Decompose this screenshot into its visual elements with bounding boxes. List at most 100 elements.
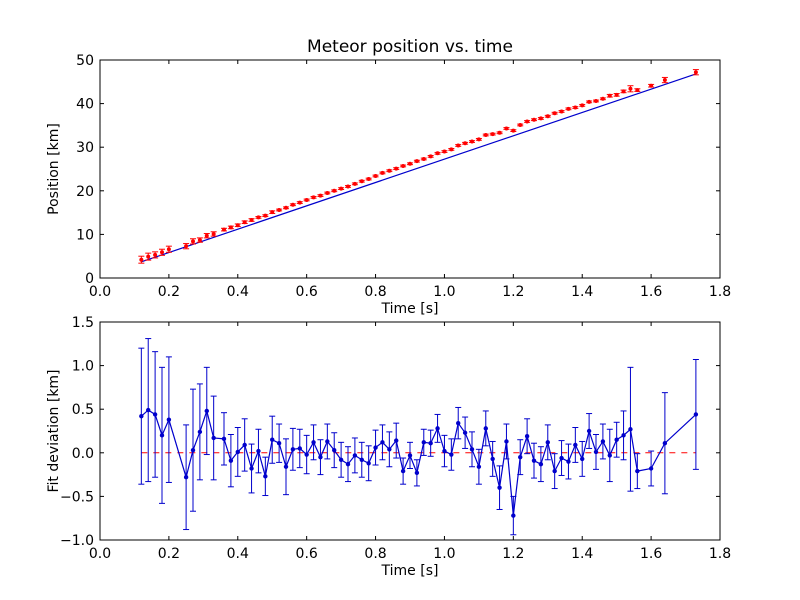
data-point (421, 156, 426, 161)
data-point (394, 438, 399, 443)
data-point (211, 231, 216, 236)
data-point (325, 190, 330, 195)
data-point (311, 195, 316, 200)
data-point (504, 126, 509, 131)
data-point (462, 430, 468, 435)
data-point (442, 149, 447, 154)
data-point (304, 197, 309, 202)
data-point (235, 223, 240, 228)
deviation-x-ticks: 0.0 0.2 0.4 0.6 0.8 1.0 1.2 1.4 1.6 1.8 (89, 322, 731, 562)
data-point (693, 70, 698, 75)
data-point (152, 412, 158, 417)
data-point (387, 447, 392, 452)
data-point (532, 117, 536, 122)
data-point (566, 459, 571, 464)
data-point (318, 193, 323, 198)
y-tick-label: 50 (76, 53, 94, 69)
data-point (552, 111, 557, 116)
data-point (380, 170, 385, 175)
data-point (518, 122, 523, 127)
data-point (242, 442, 247, 448)
deviation-x-axis-label: Time [s] (381, 563, 439, 579)
data-point (366, 461, 371, 466)
data-point (469, 447, 475, 452)
data-point (490, 456, 495, 462)
data-point (428, 441, 433, 446)
data-point (456, 143, 461, 148)
data-point (394, 166, 399, 171)
data-point (297, 446, 302, 451)
data-point (387, 168, 392, 173)
data-point (166, 247, 171, 252)
data-point (235, 449, 240, 455)
data-point (197, 238, 202, 243)
data-point (290, 202, 295, 207)
data-point (277, 207, 282, 212)
deviation-marks (138, 338, 699, 536)
data-point (373, 445, 378, 450)
y-tick-label: 1.0 (72, 359, 94, 375)
data-point (338, 457, 344, 462)
data-point (159, 433, 165, 438)
data-point (621, 89, 626, 94)
data-point (511, 128, 516, 133)
data-point (352, 181, 357, 186)
data-point (197, 429, 203, 435)
data-point (270, 210, 275, 215)
data-point (573, 442, 578, 448)
x-tick-label: 1.0 (433, 546, 455, 562)
x-tick-label: 1.2 (502, 284, 524, 300)
data-point (359, 179, 364, 184)
data-point (332, 188, 337, 193)
data-point (414, 470, 420, 476)
data-point (545, 440, 550, 445)
data-point (204, 408, 209, 414)
data-point (614, 92, 619, 97)
data-point (222, 227, 226, 232)
x-tick-label: 1.4 (571, 284, 593, 300)
x-tick-label: 0.0 (89, 284, 111, 300)
data-point (538, 461, 544, 467)
data-point (662, 441, 668, 446)
x-tick-label: 0.8 (364, 546, 386, 562)
data-point (373, 173, 378, 178)
data-point (504, 439, 509, 444)
data-point (352, 453, 358, 458)
data-point (449, 147, 454, 152)
data-point (366, 177, 371, 182)
data-point (339, 186, 344, 191)
x-tick-label: 1.2 (502, 546, 524, 562)
position-marks (138, 69, 699, 264)
x-tick-label: 1.8 (709, 546, 731, 562)
y-tick-label: 40 (76, 97, 94, 113)
data-point (263, 213, 268, 218)
data-point (290, 447, 296, 452)
data-point (228, 458, 234, 463)
x-tick-label: 0.4 (227, 546, 249, 562)
data-point (160, 250, 164, 255)
data-point (139, 413, 144, 419)
data-point (497, 130, 502, 135)
data-point (139, 257, 144, 262)
data-point (594, 98, 598, 103)
data-point (607, 453, 612, 458)
x-tick-label: 0.6 (296, 284, 318, 300)
deviation-y-axis-label: Fit deviation [km] (46, 369, 62, 492)
data-point (380, 440, 385, 445)
x-tick-label: 0.2 (158, 546, 180, 562)
data-point (346, 184, 350, 189)
data-point (146, 407, 151, 413)
data-point (435, 151, 440, 156)
data-point (221, 436, 227, 442)
data-point (531, 458, 537, 463)
y-tick-label: 0.5 (72, 402, 94, 418)
data-point (483, 426, 488, 431)
data-point (204, 233, 209, 238)
position-y-ticks: 0 10 20 30 40 50 (76, 53, 720, 287)
data-point (421, 440, 426, 445)
data-point (263, 474, 268, 479)
y-tick-label: 0.0 (72, 446, 94, 462)
data-point (318, 454, 323, 460)
data-point (304, 452, 309, 457)
